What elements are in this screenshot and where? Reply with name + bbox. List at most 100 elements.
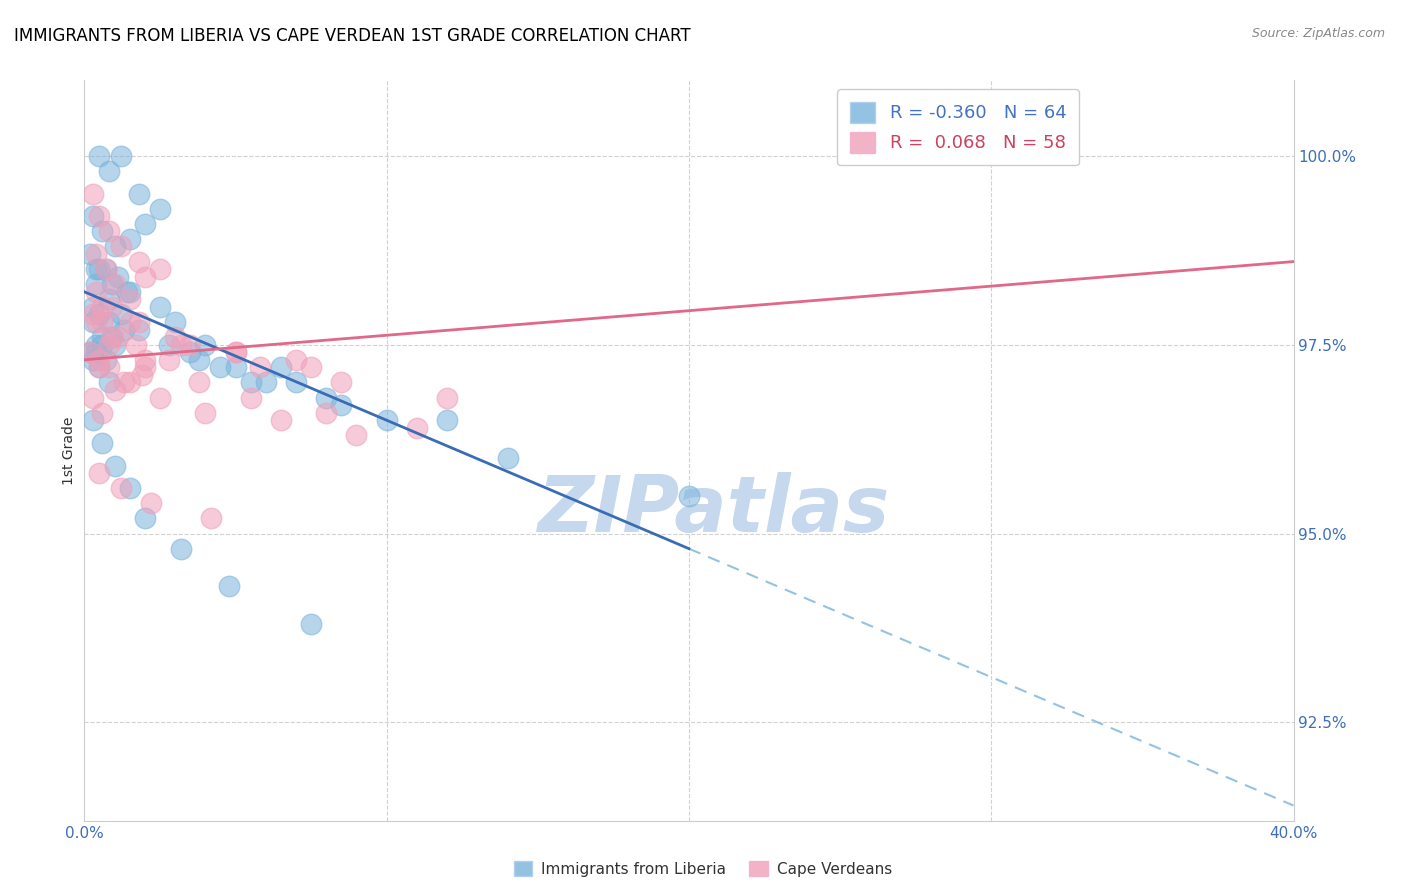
Point	[149, 300, 172, 314]
Point	[97, 164, 120, 178]
Point	[86, 345, 108, 359]
Point	[86, 247, 108, 261]
Point	[104, 383, 127, 397]
Point	[299, 617, 322, 632]
Point	[131, 368, 153, 382]
Point	[285, 352, 308, 367]
Point	[89, 308, 111, 322]
Point	[86, 277, 108, 292]
Point	[170, 337, 193, 351]
Legend: Immigrants from Liberia, Cape Verdeans: Immigrants from Liberia, Cape Verdeans	[506, 853, 900, 884]
Point	[97, 293, 120, 307]
Point	[97, 224, 120, 238]
Point	[118, 285, 141, 299]
Point	[134, 511, 156, 525]
Point	[110, 239, 132, 253]
Point	[104, 277, 127, 292]
Point	[115, 285, 138, 299]
Point	[225, 345, 247, 359]
Point	[239, 376, 262, 390]
Point	[82, 209, 104, 223]
Text: Source: ZipAtlas.com: Source: ZipAtlas.com	[1251, 27, 1385, 40]
Point	[170, 541, 193, 556]
Text: IMMIGRANTS FROM LIBERIA VS CAPE VERDEAN 1ST GRADE CORRELATION CHART: IMMIGRANTS FROM LIBERIA VS CAPE VERDEAN …	[14, 27, 690, 45]
Point	[118, 376, 141, 390]
Point	[149, 202, 172, 216]
Point	[249, 360, 271, 375]
Point	[107, 330, 129, 344]
Point	[89, 360, 111, 375]
Point	[97, 337, 120, 351]
Point	[270, 413, 292, 427]
Point	[86, 315, 108, 329]
Point	[179, 337, 201, 351]
Point	[82, 413, 104, 427]
Point	[86, 285, 108, 299]
Point	[188, 376, 211, 390]
Point	[436, 391, 458, 405]
Point	[194, 406, 217, 420]
Point	[104, 458, 127, 473]
Point	[299, 360, 322, 375]
Point	[97, 376, 120, 390]
Point	[86, 262, 108, 277]
Point	[89, 262, 111, 277]
Point	[91, 315, 114, 329]
Point	[89, 352, 111, 367]
Point	[128, 254, 150, 268]
Point	[239, 391, 262, 405]
Point	[346, 428, 368, 442]
Point	[110, 149, 132, 163]
Point	[134, 269, 156, 284]
Point	[107, 269, 129, 284]
Point	[225, 345, 247, 359]
Point	[128, 186, 150, 201]
Point	[157, 337, 180, 351]
Y-axis label: 1st Grade: 1st Grade	[62, 417, 76, 484]
Point	[157, 352, 180, 367]
Point	[94, 262, 117, 277]
Point	[128, 322, 150, 336]
Point	[91, 406, 114, 420]
Point	[89, 149, 111, 163]
Point	[270, 360, 292, 375]
Point	[112, 376, 135, 390]
Point	[134, 352, 156, 367]
Point	[82, 391, 104, 405]
Point	[97, 315, 120, 329]
Point	[104, 337, 127, 351]
Point	[97, 360, 120, 375]
Point	[496, 450, 519, 465]
Point	[91, 337, 114, 351]
Point	[165, 315, 187, 329]
Point	[112, 322, 135, 336]
Point	[89, 466, 111, 480]
Point	[94, 352, 117, 367]
Point	[188, 352, 211, 367]
Point	[149, 262, 172, 277]
Point	[91, 224, 114, 238]
Text: ZIPatlas: ZIPatlas	[537, 472, 889, 548]
Point	[79, 247, 101, 261]
Point	[104, 239, 127, 253]
Point	[89, 360, 111, 375]
Point	[406, 421, 429, 435]
Point	[330, 398, 353, 412]
Point	[118, 481, 141, 495]
Point	[134, 217, 156, 231]
Point	[285, 376, 308, 390]
Point	[82, 352, 104, 367]
Point	[91, 330, 114, 344]
Point	[125, 337, 148, 351]
Point	[200, 511, 222, 525]
Point	[375, 413, 398, 427]
Point	[139, 496, 162, 510]
Point	[315, 391, 337, 405]
Point	[149, 391, 172, 405]
Point	[100, 300, 122, 314]
Point	[82, 308, 104, 322]
Point	[134, 360, 156, 375]
Point	[128, 315, 150, 329]
Point	[91, 300, 114, 314]
Point	[82, 186, 104, 201]
